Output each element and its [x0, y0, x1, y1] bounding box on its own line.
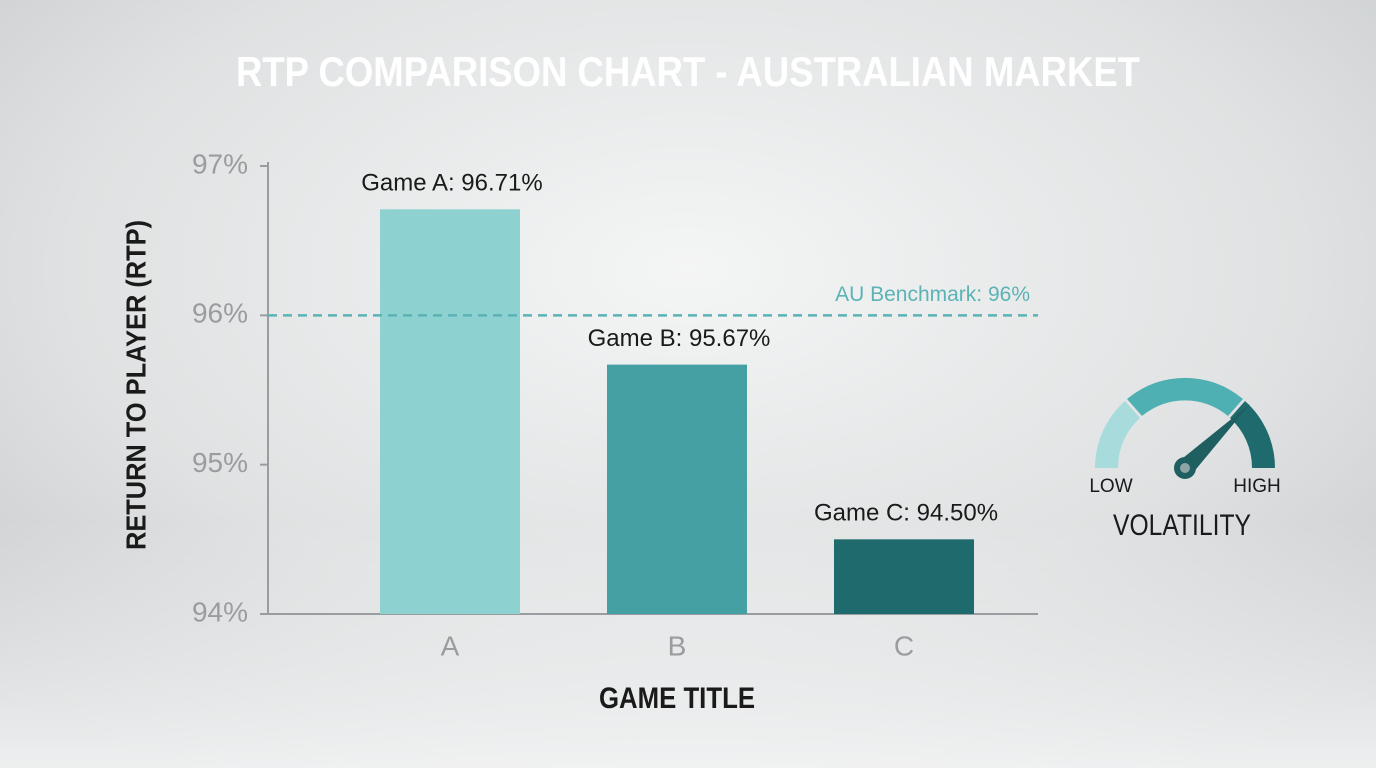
- y-tick-label: 95%: [192, 447, 248, 478]
- bar: [380, 209, 520, 614]
- x-tick-label: C: [894, 630, 914, 661]
- gauge-segment-low: [1095, 401, 1140, 468]
- benchmark-label: AU Benchmark: 96%: [835, 283, 1030, 306]
- y-tick-label: 94%: [192, 596, 248, 627]
- bar: [607, 364, 747, 614]
- bar: [834, 539, 974, 614]
- gauge-high-label: HIGH: [1233, 476, 1281, 497]
- x-tick-label: B: [668, 630, 687, 661]
- gauge-segment-high: [1230, 401, 1275, 468]
- gauge-needle: [1178, 404, 1250, 474]
- data-label: Game A: 96.71%: [361, 170, 542, 197]
- gauge-segment-mid: [1127, 377, 1243, 416]
- y-tick-label: 96%: [192, 298, 248, 329]
- data-label: Game C: 94.50%: [814, 500, 998, 527]
- chart-title: RTP COMPARISON CHART - AUSTRALIAN MARKET: [236, 48, 1140, 95]
- data-label: Game B: 95.67%: [588, 325, 771, 352]
- x-axis-label: GAME TITLE: [599, 682, 755, 715]
- gauge-low-label: LOW: [1089, 476, 1132, 497]
- x-tick-label: A: [441, 630, 460, 661]
- gauge-title: VOLATILITY: [1113, 509, 1251, 542]
- gauge-hub-center: [1180, 463, 1190, 473]
- volatility-gauge: [1095, 377, 1275, 479]
- y-axis-label: RETURN TO PLAYER (RTP): [120, 220, 151, 550]
- y-tick-label: 97%: [192, 148, 248, 179]
